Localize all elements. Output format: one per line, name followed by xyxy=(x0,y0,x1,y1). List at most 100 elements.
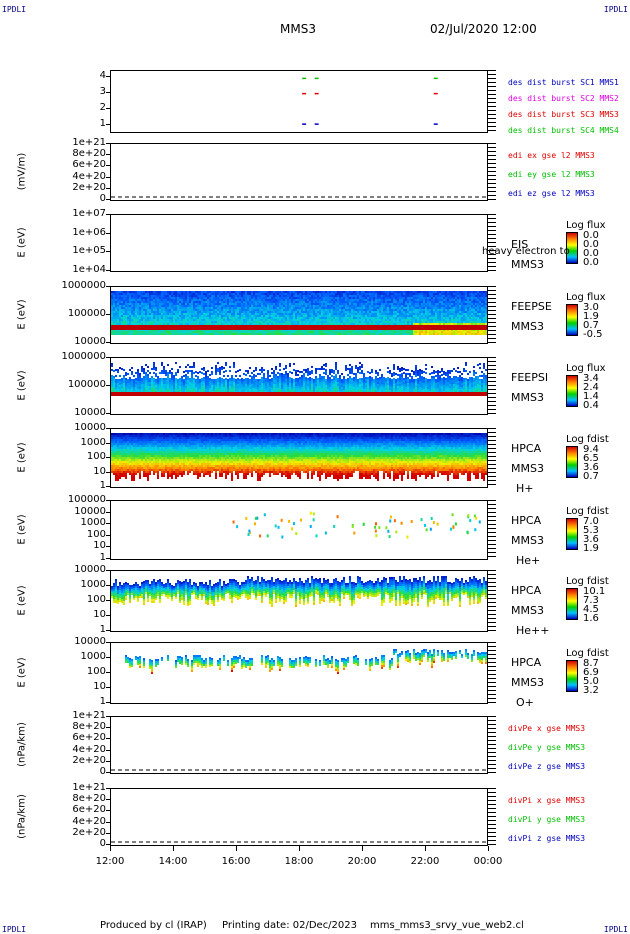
y-tick-label: 100 xyxy=(86,451,106,462)
x-tick-label: 22:00 xyxy=(410,856,440,867)
y-axis-label: E (eV) xyxy=(16,442,28,473)
x-tick-label: 16:00 xyxy=(221,856,251,867)
y-tick-label: 10000 xyxy=(74,636,106,647)
y-tick-mark xyxy=(106,187,110,189)
y-axis-label: E (eV) xyxy=(16,227,28,258)
y-tick-mark xyxy=(106,534,110,536)
colorbar-value: 0.0 xyxy=(583,230,599,241)
burst-mark xyxy=(314,77,319,80)
y-tick-mark xyxy=(106,615,110,616)
colorbar-title: Log flux xyxy=(566,220,606,231)
y-tick-mark xyxy=(106,600,110,601)
colorbar xyxy=(566,446,578,478)
y-tick-label: 1000000 xyxy=(61,280,106,291)
x-tick-mark xyxy=(425,846,426,851)
panel-plot-burst xyxy=(302,77,438,125)
y-axis-label: E (eV) xyxy=(16,514,28,545)
legend-entry: divPe z gse MMS3 xyxy=(508,762,586,771)
y-tick-label: 10000 xyxy=(74,505,106,517)
x-tick-mark xyxy=(362,846,363,851)
colorbar-value: 1.9 xyxy=(583,543,599,554)
feeps-ion-band xyxy=(111,392,487,396)
x-tick-mark xyxy=(110,846,111,851)
y-axis-label: E (eV) xyxy=(16,299,28,330)
y-tick-label: 100000 xyxy=(67,494,106,505)
panel-eis xyxy=(110,214,488,272)
y-tick-label: 6e+20 xyxy=(72,804,106,816)
y-tick-mark xyxy=(106,810,110,812)
y-tick-mark xyxy=(106,760,110,762)
y-tick-label: 2e+20 xyxy=(72,754,106,766)
corner-label-top-right: IPDLI xyxy=(603,5,628,14)
overlay-text: heavy electron to xyxy=(482,246,570,257)
instrument-label: He+ xyxy=(516,554,541,567)
x-tick-mark xyxy=(236,846,237,851)
colorbar-value: 0.7 xyxy=(583,320,599,331)
y-tick-label: 10000 xyxy=(74,564,106,575)
right-minor-ticks xyxy=(488,428,496,488)
y-tick-mark xyxy=(106,716,110,717)
burst-mark xyxy=(433,92,438,95)
y-tick-mark xyxy=(106,727,110,729)
y-tick-mark xyxy=(106,832,110,834)
legend-entry: des dist burst SC4 MMS4 xyxy=(508,126,619,135)
y-tick-label: 1e+07 xyxy=(72,208,106,219)
y-tick-label: 4e+20 xyxy=(72,743,106,755)
panel-hpca_h xyxy=(110,428,488,488)
y-tick-mark xyxy=(106,672,110,673)
y-axis-label: (nPa/km) xyxy=(16,794,28,839)
instrument-label: MMS3 xyxy=(511,320,544,333)
y-tick-label: 8e+20 xyxy=(72,793,106,805)
burst-mark xyxy=(314,92,319,95)
instrument-label: MMS3 xyxy=(511,391,544,404)
y-tick-label: 4e+20 xyxy=(72,170,106,182)
right-minor-ticks xyxy=(488,286,496,344)
y-tick-label: 100 xyxy=(86,666,106,677)
colorbar-value: 0.7 xyxy=(583,471,599,482)
y-tick-mark xyxy=(106,442,110,444)
right-minor-ticks xyxy=(488,357,496,415)
right-minor-ticks xyxy=(488,570,496,632)
y-tick-label: 0 xyxy=(99,766,106,777)
feeps-electron-band xyxy=(111,325,487,330)
panel-hpca_o xyxy=(110,642,488,704)
y-tick-mark xyxy=(106,799,110,801)
y-tick-label: 10 xyxy=(93,540,106,552)
footer-produced: Produced by cl (IRAP) xyxy=(100,920,207,931)
y-tick-mark xyxy=(106,176,110,178)
colorbar-value: 1.4 xyxy=(583,391,599,402)
colorbar-value: 6.9 xyxy=(583,667,599,678)
colorbar-value: 1.6 xyxy=(583,613,599,624)
colorbar-value: 2.4 xyxy=(583,382,599,393)
colorbar xyxy=(566,304,578,336)
y-tick-label: 3 xyxy=(99,86,106,97)
y-tick-mark xyxy=(106,738,110,740)
y-tick-mark xyxy=(106,500,110,501)
colorbar-value: -0.5 xyxy=(583,329,603,340)
colorbar-value: 4.5 xyxy=(583,604,599,615)
footer-printing-date: Printing date: 02/Dec/2023 xyxy=(222,920,358,931)
instrument-label: HPCA xyxy=(511,584,542,597)
y-tick-label: 8e+20 xyxy=(72,721,106,733)
panel-feepsi xyxy=(110,357,488,415)
colorbar-value: 3.2 xyxy=(583,685,599,696)
y-tick-mark xyxy=(106,199,110,200)
y-tick-label: 100000 xyxy=(67,379,106,390)
colorbar-title: Log flux xyxy=(566,363,606,374)
instrument-label: MMS3 xyxy=(511,604,544,617)
panel-hpca_hepp xyxy=(110,570,488,632)
y-tick-label: 6e+20 xyxy=(72,732,106,744)
legend-entry: divPi z gse MMS3 xyxy=(508,834,586,843)
y-tick-label: 10 xyxy=(93,609,106,620)
y-axis-label: E (eV) xyxy=(16,585,28,616)
panel-hpca_he xyxy=(110,500,488,560)
y-tick-label: 1e+04 xyxy=(72,264,106,275)
panel-plot-divpi xyxy=(111,841,487,843)
y-tick-label: 1000 xyxy=(80,651,106,662)
y-tick-label: 1000 xyxy=(80,517,106,529)
colorbar-value: 10.1 xyxy=(583,586,606,597)
x-tick-mark xyxy=(173,846,174,851)
y-tick-label: 10000 xyxy=(74,336,106,347)
x-tick-mark xyxy=(299,846,300,851)
burst-mark xyxy=(433,77,438,80)
